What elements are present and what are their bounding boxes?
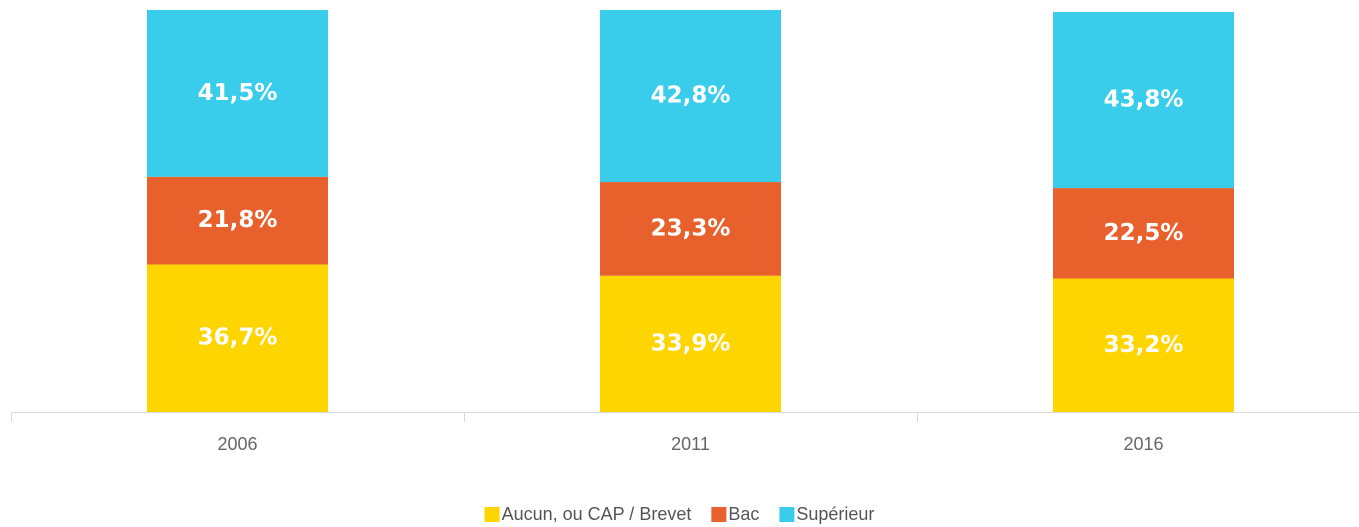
legend-swatch bbox=[779, 507, 795, 522]
value-label: 33,9% bbox=[651, 330, 731, 356]
bar-segment bbox=[1053, 278, 1234, 412]
value-label: 23,3% bbox=[651, 215, 731, 241]
value-label: 41,5% bbox=[198, 80, 278, 106]
x-tick-label: 2016 bbox=[1123, 434, 1163, 454]
x-tick-label: 2011 bbox=[671, 434, 710, 454]
bar-segment bbox=[600, 10, 781, 183]
bar-segment bbox=[1053, 12, 1234, 189]
value-label: 42,8% bbox=[651, 83, 731, 109]
bar-segment bbox=[600, 182, 781, 276]
x-tick-label: 2006 bbox=[217, 434, 257, 454]
bar-segment bbox=[147, 264, 328, 412]
value-label: 22,5% bbox=[1104, 220, 1184, 246]
legend-swatch bbox=[711, 507, 727, 522]
legend-label: Supérieur bbox=[796, 504, 874, 524]
legend-label: Aucun, ou CAP / Brevet bbox=[502, 504, 692, 524]
legend-swatch bbox=[484, 507, 500, 522]
legend-label: Bac bbox=[728, 504, 759, 524]
value-label: 36,7% bbox=[198, 325, 278, 351]
value-label: 33,2% bbox=[1104, 332, 1184, 358]
bar-segment bbox=[1053, 188, 1234, 279]
bar-segment bbox=[147, 10, 328, 177]
value-label: 21,8% bbox=[198, 207, 278, 233]
value-label: 43,8% bbox=[1104, 87, 1184, 113]
bar-segment bbox=[600, 275, 781, 412]
bar-segment bbox=[147, 176, 328, 265]
